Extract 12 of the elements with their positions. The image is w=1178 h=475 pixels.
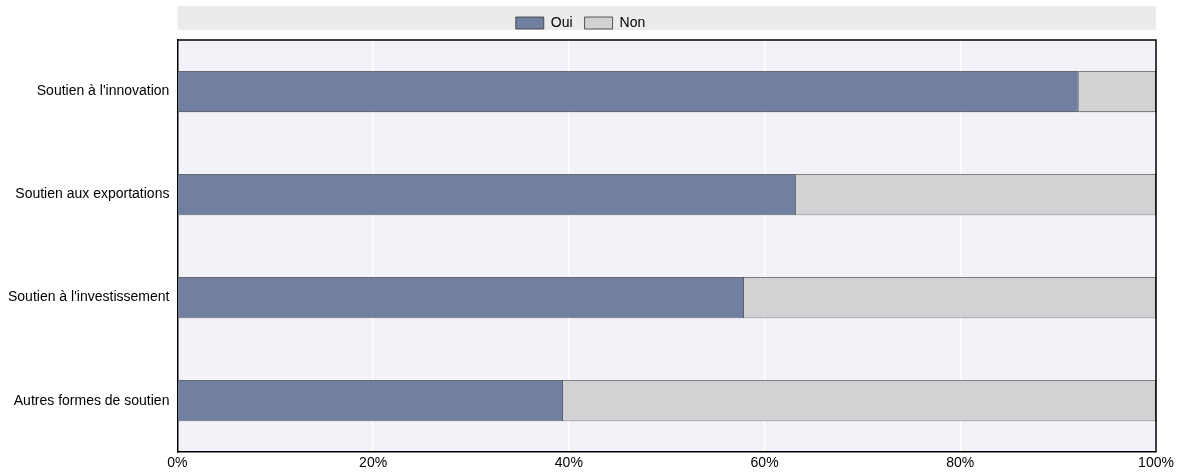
y-tick-label: Soutien à l'investissement	[7, 288, 170, 305]
y-tick-label: Soutien aux exportations	[15, 185, 170, 202]
legend-label: Oui	[550, 13, 573, 30]
x-tick-label: 60%	[750, 454, 779, 471]
y-tick-label: Autres formes de soutien	[13, 391, 170, 408]
x-tick-label: 100%	[1138, 454, 1174, 471]
x-tick-label: 40%	[554, 454, 583, 471]
y-tick-label: Soutien à l'innovation	[36, 82, 170, 99]
x-tick-label: 80%	[946, 454, 975, 471]
x-tick-label: 0%	[167, 454, 188, 471]
legend-label: Non	[619, 13, 646, 30]
x-tick-label: 20%	[359, 454, 388, 471]
